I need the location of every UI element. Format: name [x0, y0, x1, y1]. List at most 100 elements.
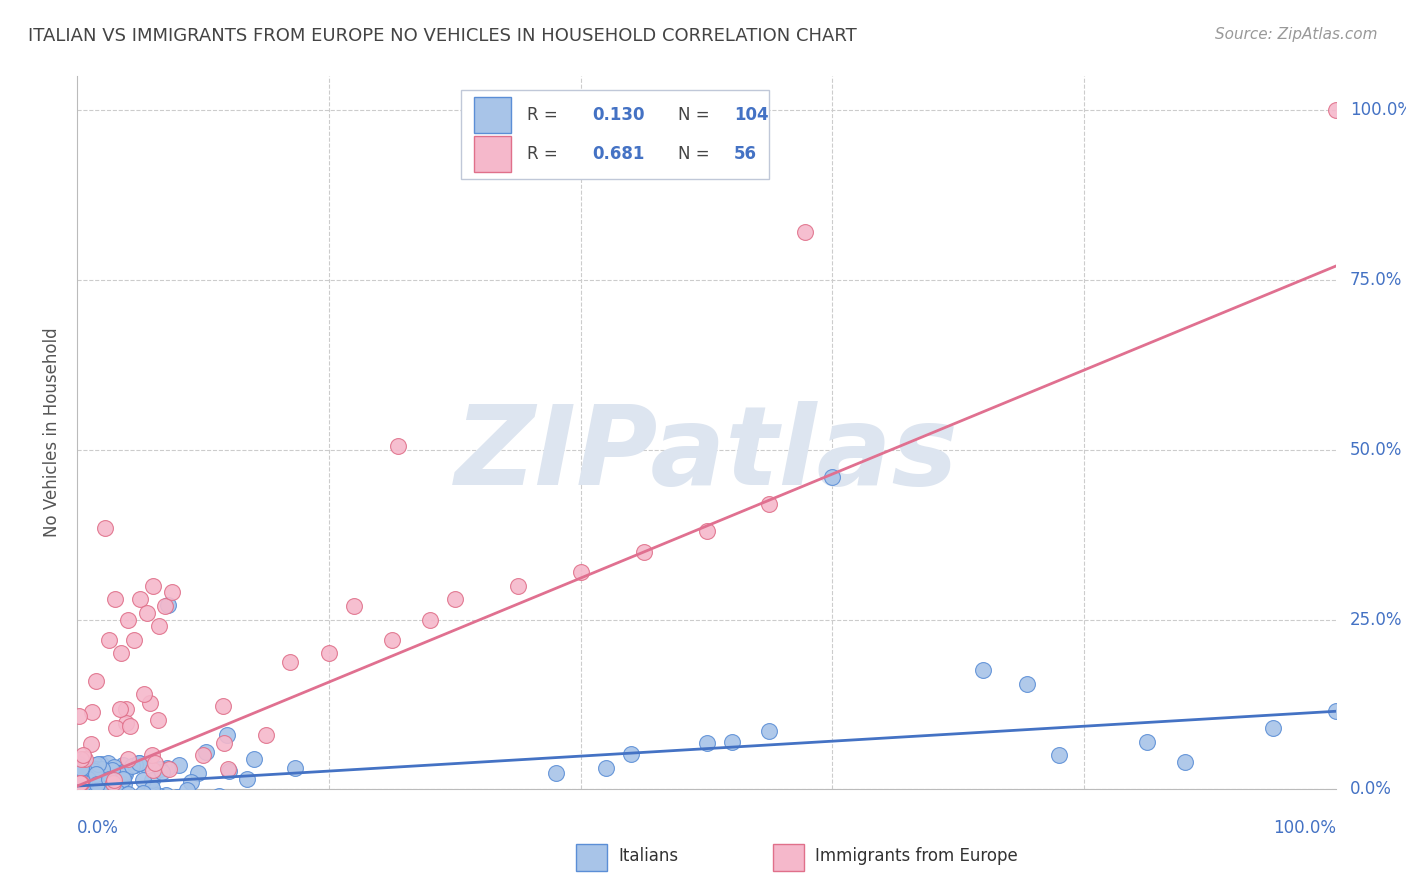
- Point: [114, 766, 136, 780]
- Point: [1017, 677, 1039, 691]
- Point: [155, 788, 177, 802]
- Point: [167, 758, 190, 772]
- Point: [242, 795, 264, 809]
- Point: [135, 606, 157, 620]
- Point: [149, 763, 172, 777]
- Point: [103, 773, 125, 788]
- Point: [148, 713, 170, 727]
- Point: [217, 762, 239, 776]
- Text: 25.0%: 25.0%: [1350, 610, 1402, 629]
- Point: [143, 788, 166, 802]
- Point: [381, 632, 404, 647]
- Point: [69, 781, 91, 796]
- Text: R =: R =: [527, 145, 562, 163]
- Point: [148, 619, 170, 633]
- Point: [758, 497, 780, 511]
- Point: [100, 763, 122, 777]
- Point: [73, 769, 96, 783]
- Point: [131, 796, 153, 810]
- Text: 100.0%: 100.0%: [1350, 101, 1406, 119]
- Point: [67, 708, 90, 723]
- Point: [1324, 103, 1347, 117]
- Point: [620, 747, 643, 762]
- Point: [758, 723, 780, 738]
- Point: [141, 791, 163, 805]
- Point: [387, 439, 409, 453]
- Point: [143, 756, 166, 771]
- Point: [114, 716, 136, 731]
- FancyBboxPatch shape: [461, 90, 769, 179]
- Point: [180, 775, 202, 789]
- Point: [191, 748, 215, 763]
- Text: Source: ZipAtlas.com: Source: ZipAtlas.com: [1215, 27, 1378, 42]
- Point: [148, 789, 170, 804]
- Point: [242, 752, 264, 766]
- Point: [793, 225, 815, 239]
- Point: [1136, 735, 1159, 749]
- Point: [112, 758, 135, 772]
- Point: [1261, 721, 1284, 735]
- FancyBboxPatch shape: [474, 97, 512, 133]
- Point: [569, 565, 592, 579]
- Point: [69, 761, 91, 775]
- Point: [207, 789, 229, 803]
- Point: [77, 771, 100, 785]
- Point: [121, 759, 143, 773]
- Point: [278, 655, 301, 669]
- Point: [91, 762, 114, 776]
- Point: [83, 789, 105, 803]
- Point: [156, 598, 179, 612]
- Point: [73, 773, 96, 788]
- Point: [254, 728, 277, 742]
- Point: [1047, 748, 1070, 763]
- Point: [506, 578, 529, 592]
- Point: [83, 757, 105, 772]
- Point: [166, 789, 188, 804]
- Point: [117, 613, 139, 627]
- Point: [84, 780, 107, 795]
- Point: [76, 779, 98, 793]
- Point: [89, 773, 111, 788]
- Point: [98, 772, 121, 786]
- Point: [117, 787, 139, 801]
- Point: [89, 782, 111, 797]
- Point: [69, 766, 91, 780]
- Point: [129, 592, 152, 607]
- Point: [343, 599, 366, 613]
- Point: [70, 776, 93, 790]
- Point: [86, 777, 108, 791]
- Point: [101, 775, 124, 789]
- Point: [141, 780, 163, 795]
- Point: [70, 763, 93, 777]
- Point: [97, 632, 120, 647]
- Text: ZIPatlas: ZIPatlas: [454, 401, 959, 508]
- Point: [89, 770, 111, 784]
- Point: [112, 772, 135, 787]
- Text: 100.0%: 100.0%: [1272, 819, 1336, 837]
- Point: [69, 752, 91, 766]
- Point: [84, 766, 107, 780]
- Point: [67, 756, 90, 771]
- Text: 0.681: 0.681: [592, 145, 644, 163]
- Point: [155, 599, 177, 613]
- Point: [156, 761, 179, 775]
- Point: [972, 664, 994, 678]
- Point: [720, 735, 742, 749]
- Point: [160, 585, 183, 599]
- Point: [105, 789, 128, 803]
- Text: 0.0%: 0.0%: [77, 819, 120, 837]
- Point: [110, 702, 132, 716]
- Point: [79, 781, 101, 796]
- Text: 0.0%: 0.0%: [1350, 780, 1392, 798]
- Point: [141, 772, 163, 787]
- Point: [128, 756, 150, 771]
- Point: [69, 792, 91, 806]
- Point: [112, 766, 135, 780]
- Text: 0.130: 0.130: [592, 106, 644, 124]
- Point: [176, 783, 198, 797]
- Point: [105, 784, 128, 798]
- Point: [70, 781, 93, 796]
- Text: 75.0%: 75.0%: [1350, 270, 1402, 289]
- Point: [112, 776, 135, 790]
- Point: [236, 772, 259, 787]
